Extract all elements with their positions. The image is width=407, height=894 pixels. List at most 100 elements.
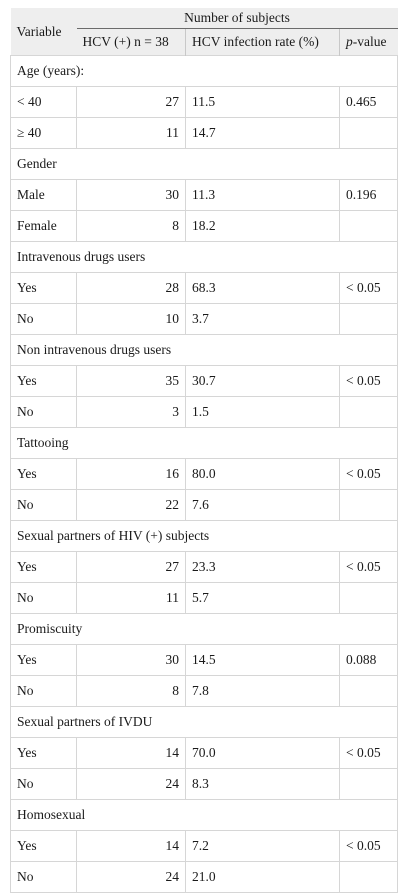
hcv-positive-count: 16 xyxy=(76,458,186,490)
group-title: Age (years): xyxy=(9,55,399,87)
p-value xyxy=(338,582,399,614)
infection-rate: 3.7 xyxy=(185,303,340,335)
group-title: Intravenous drugs users xyxy=(9,241,399,273)
hcv-positive-count: 3 xyxy=(76,396,186,428)
hcv-positive-count: 24 xyxy=(76,768,186,800)
hcv-positive-count: 11 xyxy=(76,582,186,614)
hcv-positive-count: 24 xyxy=(76,861,186,893)
number-of-subjects-header: Number of subjects xyxy=(76,8,398,29)
hcv-positive-count: 14 xyxy=(76,737,186,769)
row-label: Female xyxy=(10,210,77,242)
group-title: Homosexual xyxy=(9,799,399,831)
table-row: Yes 27 23.3 < 0.05 xyxy=(10,551,399,583)
table-row: No 10 3.7 xyxy=(10,303,399,335)
hcv-positive-count: 11 xyxy=(76,117,186,149)
hcv-positive-count: 27 xyxy=(76,86,186,118)
group-row: Tattooing xyxy=(9,427,399,459)
hcv-positive-count: 35 xyxy=(76,365,186,397)
p-italic: p xyxy=(346,34,353,49)
row-label: Yes xyxy=(10,272,77,304)
p-value xyxy=(338,210,399,242)
infection-rate: 7.6 xyxy=(185,489,340,521)
infection-rate-header: HCV infection rate (%) xyxy=(185,28,340,56)
table-row: Yes 16 80.0 < 0.05 xyxy=(10,458,399,490)
variable-header: Variable xyxy=(10,8,77,56)
p-value xyxy=(338,675,399,707)
p-value-suffix: -value xyxy=(352,34,387,49)
row-label: < 40 xyxy=(10,86,77,118)
table-row: Female 8 18.2 xyxy=(10,210,399,242)
group-row: Non intravenous drugs users xyxy=(9,334,399,366)
row-label: No xyxy=(10,861,77,893)
p-value-header: p-value xyxy=(338,28,398,56)
row-label: Yes xyxy=(10,830,77,862)
header-row-1: Variable Number of subjects xyxy=(10,8,398,56)
p-value xyxy=(338,303,399,335)
infection-rate: 14.5 xyxy=(185,644,340,676)
p-value: < 0.05 xyxy=(338,272,399,304)
table-row: No 11 5.7 xyxy=(10,582,399,614)
infection-rate: 80.0 xyxy=(185,458,340,490)
hcv-positive-count-header: HCV (+) n = 38 xyxy=(76,28,186,56)
infection-rate: 68.3 xyxy=(185,272,340,304)
p-value: 0.088 xyxy=(338,644,399,676)
row-label: No xyxy=(10,489,77,521)
hcv-positive-count: 8 xyxy=(76,675,186,707)
p-value: < 0.05 xyxy=(338,830,399,862)
p-value: < 0.05 xyxy=(338,737,399,769)
hcv-risk-factor-table: Variable Number of subjects HCV (+) n = … xyxy=(9,8,399,893)
infection-rate: 70.0 xyxy=(185,737,340,769)
header-row-2: HCV (+) n = 38 HCV infection rate (%) p-… xyxy=(11,28,398,56)
group-row: Sexual partners of IVDU xyxy=(9,706,399,738)
infection-rate: 18.2 xyxy=(185,210,340,242)
infection-rate: 11.3 xyxy=(185,179,340,211)
table-body: Age (years): < 40 27 11.5 0.465 ≥ 40 11 14.7 Gen… xyxy=(9,55,399,893)
row-label: Male xyxy=(10,179,77,211)
infection-rate: 30.7 xyxy=(185,365,340,397)
row-label: Yes xyxy=(10,365,77,397)
row-label: No xyxy=(10,303,77,335)
p-value xyxy=(338,489,399,521)
hcv-positive-count: 22 xyxy=(76,489,186,521)
row-label: No xyxy=(10,675,77,707)
group-title: Sexual partners of IVDU xyxy=(9,706,399,738)
table-row: ≥ 40 11 14.7 xyxy=(10,117,399,149)
row-label: No xyxy=(10,582,77,614)
p-value: 0.196 xyxy=(338,179,399,211)
row-label: Yes xyxy=(10,551,77,583)
group-row: Promiscuity xyxy=(9,613,399,645)
group-title: Tattooing xyxy=(9,427,399,459)
group-row: Age (years): xyxy=(9,55,399,87)
group-title: Sexual partners of HIV (+) subjects xyxy=(9,520,399,552)
row-label: No xyxy=(10,768,77,800)
row-label: Yes xyxy=(10,644,77,676)
row-label: Yes xyxy=(10,458,77,490)
row-label: No xyxy=(10,396,77,428)
table-row: Yes 35 30.7 < 0.05 xyxy=(10,365,399,397)
p-value: < 0.05 xyxy=(338,458,399,490)
table-row: Male 30 11.3 0.196 xyxy=(10,179,399,211)
table-row: No 8 7.8 xyxy=(10,675,399,707)
hcv-positive-count: 10 xyxy=(76,303,186,335)
hcv-positive-count: 28 xyxy=(76,272,186,304)
hcv-positive-count: 14 xyxy=(76,830,186,862)
infection-rate: 1.5 xyxy=(185,396,340,428)
group-row: Homosexual xyxy=(9,799,399,831)
table-row: No 24 8.3 xyxy=(10,768,399,800)
p-value xyxy=(338,768,399,800)
group-title: Non intravenous drugs users xyxy=(9,334,399,366)
infection-rate: 11.5 xyxy=(185,86,340,118)
infection-rate: 21.0 xyxy=(185,861,340,893)
table-row: Yes 14 7.2 < 0.05 xyxy=(10,830,399,862)
p-value: 0.465 xyxy=(338,86,399,118)
table-row: < 40 27 11.5 0.465 xyxy=(10,86,399,118)
table-row: No 3 1.5 xyxy=(10,396,399,428)
table-row: No 24 21.0 xyxy=(10,861,399,893)
p-value xyxy=(338,396,399,428)
group-title: Gender xyxy=(9,148,399,180)
table-row: No 22 7.6 xyxy=(10,489,399,521)
group-row: Sexual partners of HIV (+) subjects xyxy=(9,520,399,552)
group-title: Promiscuity xyxy=(9,613,399,645)
hcv-positive-count: 27 xyxy=(76,551,186,583)
infection-rate: 14.7 xyxy=(185,117,340,149)
